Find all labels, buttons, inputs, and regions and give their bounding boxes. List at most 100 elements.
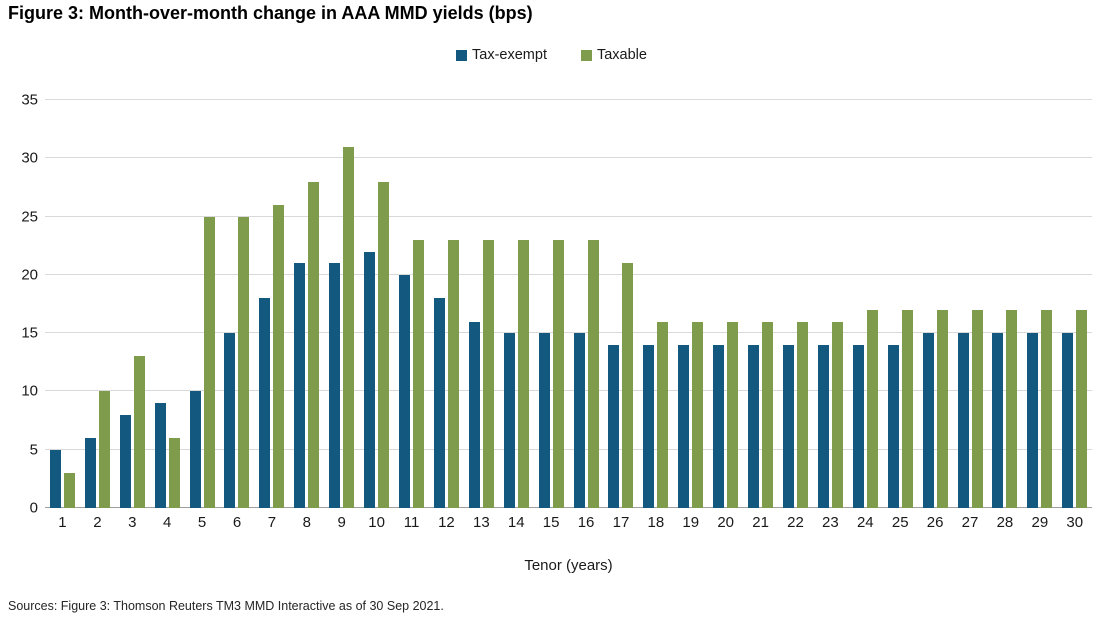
bar-group-tenor-3 — [115, 100, 150, 508]
bar-tax-exempt-tenor-3 — [119, 414, 131, 508]
bar-taxable-tenor-22 — [796, 321, 808, 508]
bar-tax-exempt-tenor-29 — [1027, 333, 1039, 508]
x-tick-label-13: 13 — [472, 514, 490, 531]
bar-taxable-tenor-12 — [447, 239, 459, 508]
x-tick-label-22: 22 — [787, 514, 804, 531]
x-tick-label-6: 6 — [232, 514, 242, 531]
x-tick-label-21: 21 — [752, 514, 769, 531]
x-tick-label-8: 8 — [302, 514, 311, 531]
bar-group-tenor-27 — [953, 100, 988, 508]
bar-group-tenor-17 — [604, 100, 639, 508]
bar-group-tenor-22 — [778, 100, 813, 508]
x-tick-label-27: 27 — [961, 514, 979, 531]
bar-group-tenor-28 — [987, 100, 1022, 508]
bar-tax-exempt-tenor-18 — [643, 344, 655, 508]
bar-group-tenor-16 — [569, 100, 604, 508]
bar-group-tenor-15 — [534, 100, 569, 508]
bar-taxable-tenor-3 — [133, 356, 145, 508]
bar-taxable-tenor-10 — [378, 181, 390, 508]
legend-label-taxable: Taxable — [596, 47, 647, 63]
bar-taxable-tenor-29 — [1041, 309, 1053, 508]
x-axis-line — [45, 507, 1092, 508]
bar-tax-exempt-tenor-2 — [84, 438, 96, 508]
bar-tax-exempt-tenor-17 — [608, 344, 620, 508]
legend-item-taxable: Taxable — [580, 47, 647, 63]
x-tick-label-5: 5 — [197, 514, 207, 531]
bar-tax-exempt-tenor-6 — [224, 333, 236, 508]
x-tick-label-11: 11 — [403, 514, 420, 531]
bar-taxable-tenor-30 — [1076, 309, 1088, 508]
gridline-35 — [45, 99, 1092, 100]
x-tick-label-19: 19 — [682, 514, 700, 531]
bar-group-tenor-25 — [883, 100, 918, 508]
bar-taxable-tenor-6 — [238, 216, 250, 508]
bar-taxable-tenor-24 — [866, 309, 878, 508]
bar-groups-container — [45, 100, 1092, 508]
x-tick-label-1: 1 — [58, 514, 67, 531]
gridline-20 — [45, 273, 1092, 275]
y-tick-label-20: 20 — [21, 266, 38, 284]
bar-group-tenor-2 — [80, 100, 115, 508]
x-tick-label-23: 23 — [822, 514, 839, 531]
bar-group-tenor-14 — [499, 100, 534, 508]
x-axis-tick-labels: 1 2 3 4 5 6 7 8 9 10 11 12 13 14 15 16 17 18 19 20 21 22 23 24 2… — [45, 514, 1092, 531]
bar-group-tenor-12 — [429, 100, 464, 508]
bar-taxable-tenor-14 — [517, 239, 529, 508]
x-tick-label-28: 28 — [996, 514, 1014, 531]
y-tick-label-35: 35 — [21, 91, 38, 109]
bar-group-tenor-8 — [289, 100, 324, 508]
bar-tax-exempt-tenor-24 — [852, 344, 864, 508]
bar-taxable-tenor-28 — [1006, 309, 1018, 508]
legend-item-tax-exempt: Tax-exempt — [456, 47, 547, 63]
bar-tax-exempt-tenor-28 — [992, 333, 1004, 508]
x-tick-label-20: 20 — [717, 514, 735, 531]
bar-taxable-tenor-1 — [63, 473, 75, 508]
bar-tax-exempt-tenor-26 — [922, 333, 934, 508]
y-tick-label-10: 10 — [21, 382, 38, 400]
gridline-25 — [45, 215, 1092, 217]
bar-tax-exempt-tenor-20 — [713, 344, 725, 508]
x-tick-label-10: 10 — [368, 514, 385, 531]
bar-tax-exempt-tenor-21 — [748, 344, 760, 508]
bar-taxable-tenor-27 — [971, 309, 983, 508]
x-tick-label-12: 12 — [438, 514, 455, 531]
bar-tax-exempt-tenor-4 — [154, 403, 166, 508]
bar-taxable-tenor-20 — [727, 321, 739, 508]
x-axis-title: Tenor (years) — [524, 557, 613, 574]
x-tick-label-4: 4 — [163, 514, 172, 531]
y-tick-label-0: 0 — [29, 499, 38, 517]
bar-taxable-tenor-25 — [901, 309, 913, 508]
bar-group-tenor-10 — [359, 100, 394, 508]
y-tick-label-15: 15 — [21, 324, 38, 342]
bar-taxable-tenor-18 — [657, 321, 669, 508]
bar-group-tenor-23 — [813, 100, 848, 508]
bar-group-tenor-4 — [150, 100, 185, 508]
bar-tax-exempt-tenor-16 — [573, 333, 585, 508]
bar-taxable-tenor-16 — [587, 239, 599, 508]
bar-tax-exempt-tenor-19 — [678, 344, 690, 508]
bar-group-tenor-20 — [708, 100, 743, 508]
bar-taxable-tenor-8 — [308, 181, 320, 508]
bar-group-tenor-21 — [743, 100, 778, 508]
x-tick-label-16: 16 — [577, 514, 595, 531]
bar-group-tenor-18 — [638, 100, 673, 508]
bar-taxable-tenor-19 — [692, 321, 704, 508]
bar-taxable-tenor-7 — [273, 204, 285, 508]
bar-tax-exempt-tenor-12 — [433, 298, 445, 508]
bar-taxable-tenor-23 — [831, 321, 843, 508]
bar-taxable-tenor-13 — [482, 239, 494, 508]
x-tick-label-29: 29 — [1031, 514, 1049, 531]
gridline-10 — [45, 390, 1092, 392]
x-tick-label-17: 17 — [612, 514, 630, 531]
x-tick-label-2: 2 — [93, 514, 102, 531]
bar-tax-exempt-tenor-11 — [399, 274, 411, 508]
x-tick-label-25: 25 — [891, 514, 909, 531]
bar-tax-exempt-tenor-10 — [364, 251, 376, 508]
bar-tax-exempt-tenor-9 — [329, 263, 341, 508]
legend-swatch-taxable-icon — [580, 49, 592, 61]
bar-tax-exempt-tenor-27 — [957, 333, 969, 508]
y-tick-label-5: 5 — [29, 441, 38, 459]
bar-tax-exempt-tenor-22 — [782, 344, 794, 508]
bar-taxable-tenor-26 — [936, 309, 948, 508]
bar-tax-exempt-tenor-23 — [817, 344, 829, 508]
